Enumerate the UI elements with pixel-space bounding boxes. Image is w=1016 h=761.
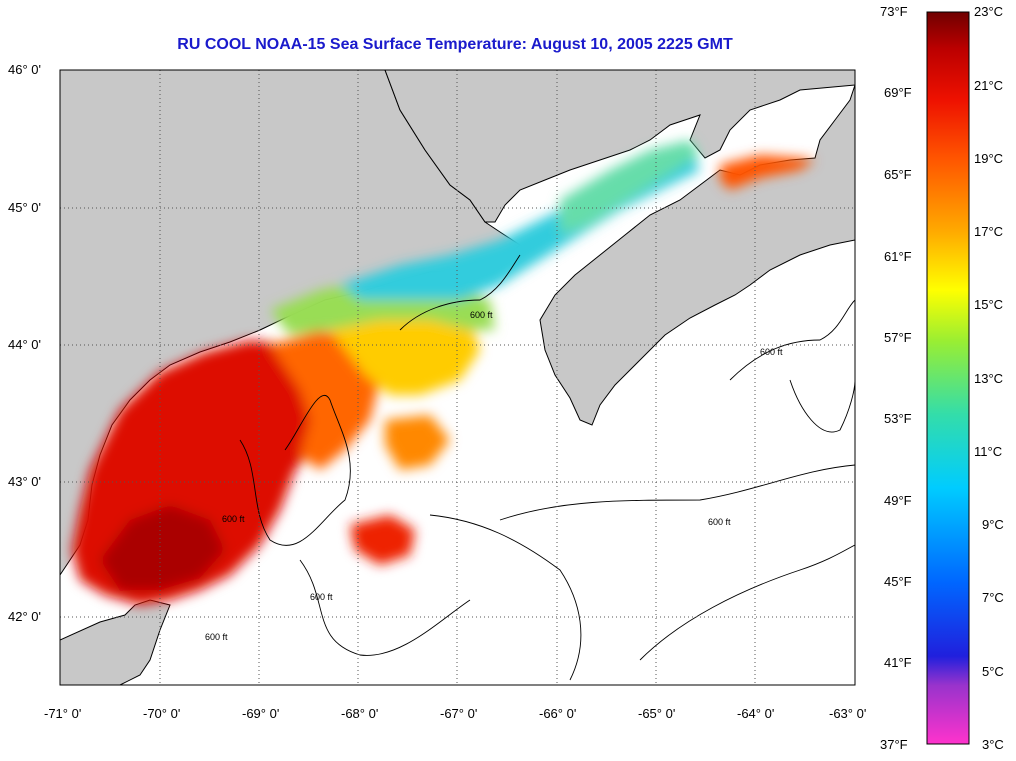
contour-600ft-georges bbox=[499, 464, 855, 521]
sst-field bbox=[72, 140, 815, 605]
lat-label: 43° 0' bbox=[8, 474, 41, 489]
sst-bay-of-fundy bbox=[560, 140, 700, 235]
colorbar-c-label: 7°C bbox=[982, 590, 1004, 605]
lon-label: -68° 0' bbox=[341, 706, 379, 721]
sst-minas-basin bbox=[720, 155, 815, 190]
colorbar-f-label: 57°F bbox=[884, 330, 912, 345]
contour-6000ft-slope bbox=[429, 514, 582, 681]
lat-label: 46° 0' bbox=[8, 62, 41, 77]
lat-label: 42° 0' bbox=[8, 609, 41, 624]
contour-label: 600 ft bbox=[205, 632, 228, 642]
contour-6000ft-east bbox=[639, 544, 855, 661]
contour-label: 600 ft bbox=[708, 517, 731, 527]
colorbar-f-label: 45°F bbox=[884, 574, 912, 589]
colorbar-c-label: 5°C bbox=[982, 664, 1004, 679]
lon-label: -63° 0' bbox=[829, 706, 867, 721]
sst-yellow-band bbox=[330, 305, 480, 395]
colorbar-c-label: 15°C bbox=[974, 297, 1004, 312]
colorbar-f-label: 49°F bbox=[884, 493, 912, 508]
graticule bbox=[60, 70, 855, 685]
contour-label: 600 ft bbox=[222, 514, 245, 524]
colorbar-c-label: 9°C bbox=[982, 517, 1004, 532]
colorbar-f-label: 69°F bbox=[884, 85, 912, 100]
lon-label: -65° 0' bbox=[638, 706, 676, 721]
colorbar-f-label: 53°F bbox=[884, 411, 912, 426]
colorbar-f-label: 73°F bbox=[880, 4, 908, 19]
depth-contours bbox=[239, 254, 855, 681]
contour-600ft-north bbox=[399, 254, 521, 331]
colorbar bbox=[926, 11, 970, 745]
contour-label: 600 ft bbox=[470, 310, 493, 320]
contour-600ft-gulf bbox=[239, 394, 351, 546]
lat-label: 45° 0' bbox=[8, 200, 41, 215]
sst-east-patch bbox=[385, 415, 450, 470]
lat-label: 44° 0' bbox=[8, 337, 41, 352]
contour-600ft-sable bbox=[789, 379, 855, 433]
map-title: RU COOL NOAA-15 Sea Surface Temperature:… bbox=[177, 36, 733, 53]
colorbar-c-label: 19°C bbox=[974, 151, 1004, 166]
colorbar-c-label: 11°C bbox=[974, 444, 1003, 459]
contour-labels: 600 ft 600 ft 600 ft 600 ft 600 ft 600 f… bbox=[205, 310, 783, 642]
colorbar-f-label: 61°F bbox=[884, 249, 912, 264]
lon-label: -64° 0' bbox=[737, 706, 775, 721]
colorbar-c-label: 3°C bbox=[982, 737, 1004, 752]
contour-600ft-scotian bbox=[729, 299, 855, 381]
lon-label: -70° 0' bbox=[143, 706, 181, 721]
contour-label: 600 ft bbox=[310, 592, 333, 602]
sst-hot-core bbox=[100, 505, 225, 590]
lon-label: -71° 0' bbox=[44, 706, 82, 721]
sst-southern-patch bbox=[350, 515, 415, 565]
lon-label: -67° 0' bbox=[440, 706, 478, 721]
contour-label: 600 ft bbox=[760, 347, 783, 357]
colorbar-f-label: 41°F bbox=[884, 655, 912, 670]
colorbar-c-label: 21°C bbox=[974, 78, 1004, 93]
colorbar-f-label: 65°F bbox=[884, 167, 912, 182]
contour-600ft-south bbox=[299, 559, 471, 656]
lon-label: -66° 0' bbox=[539, 706, 577, 721]
colorbar-c-label: 23°C bbox=[974, 4, 1004, 19]
lon-label: -69° 0' bbox=[242, 706, 280, 721]
sst-orange-mid bbox=[270, 330, 380, 470]
colorbar-f-label: 37°F bbox=[880, 737, 908, 752]
colorbar-c-label: 17°C bbox=[974, 224, 1004, 239]
map-frame bbox=[59, 69, 856, 686]
colorbar-c-label: 13°C bbox=[974, 371, 1004, 386]
